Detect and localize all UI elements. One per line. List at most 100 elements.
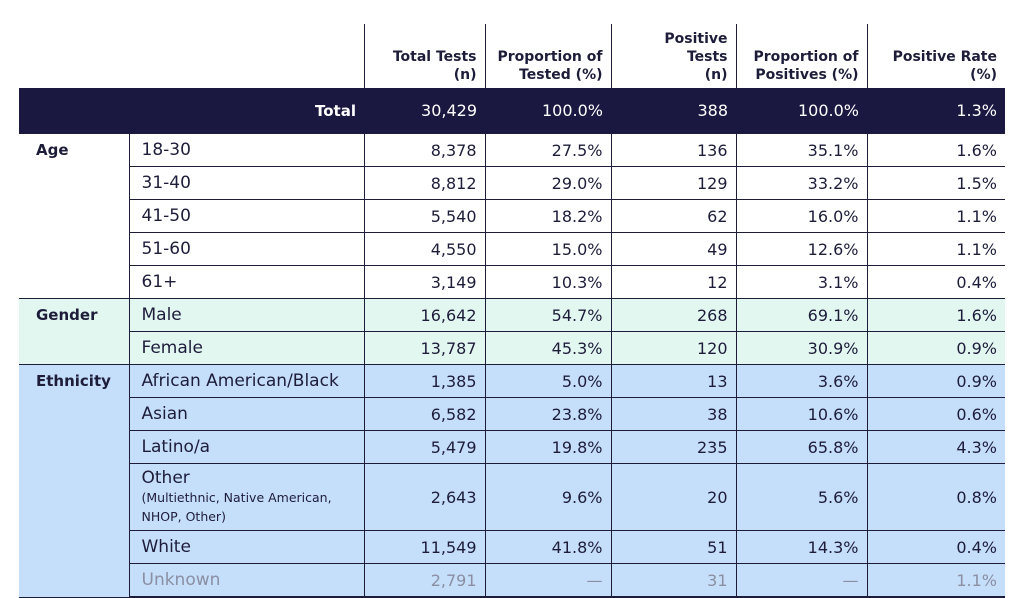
- table-cell: 1.1%: [866, 199, 1005, 233]
- table-cell: 10.6%: [735, 397, 867, 431]
- table-row: 41-50 5,540 18.2% 62 16.0% 1.1%: [19, 199, 1005, 233]
- table-cell: 20: [610, 463, 736, 531]
- group-label: Age: [19, 133, 129, 299]
- table-cell: 62: [610, 199, 736, 233]
- table-cell: 35.1%: [735, 133, 867, 167]
- table-row: Unknown 2,791—31—1.1%: [19, 563, 1005, 598]
- header-line: (%): [970, 67, 997, 83]
- header-line: Tested (%): [519, 67, 603, 83]
- table-cell: 12.6%: [735, 232, 867, 266]
- table-cell: 9.6%: [484, 463, 611, 531]
- row-label: African American/Black: [128, 364, 364, 398]
- total-cell: 100.0%: [485, 88, 611, 134]
- table-cell: 0.8%: [866, 463, 1005, 531]
- table-cell: 3,149: [363, 265, 485, 299]
- group-label: Gender: [19, 298, 129, 365]
- header-line: Positive Tests: [664, 31, 728, 65]
- table-cell: 65.8%: [735, 430, 867, 464]
- table-cell: 0.4%: [866, 265, 1005, 299]
- row-label: Male: [128, 298, 364, 332]
- table-cell: 27.5%: [484, 133, 611, 167]
- table-cell: 13,787: [363, 331, 485, 365]
- table-cell: 30.9%: [735, 331, 867, 365]
- table-cell: 4.3%: [866, 430, 1005, 464]
- table-cell: 0.9%: [866, 331, 1005, 365]
- table-cell: 6,582: [363, 397, 485, 431]
- total-label: Total: [19, 88, 364, 134]
- table-cell: 11,549: [363, 530, 485, 564]
- table-cell: 15.0%: [484, 232, 611, 266]
- total-row: Total 30,429 100.0% 388 100.0% 1.3%: [19, 88, 1005, 134]
- header-prop-positives: Proportion of Positives (%): [735, 24, 867, 88]
- table-cell: 0.9%: [866, 364, 1005, 398]
- table-cell: 1,385: [363, 364, 485, 398]
- row-label: Asian: [128, 397, 364, 431]
- table-row: White 11,549 41.8% 51 14.3% 0.4%: [19, 530, 1005, 564]
- table-row: 61+ 3,149 10.3% 12 3.1% 0.4%: [19, 265, 1005, 299]
- total-cell: 1.3%: [867, 88, 1005, 134]
- row-label: Female: [128, 331, 364, 365]
- table-row: Age 18-30 8,378 27.5% 136 35.1% 1.6%: [19, 133, 1005, 299]
- table-cell: 1.1%: [866, 563, 1005, 598]
- table-cell: 5.6%: [735, 463, 867, 531]
- total-cell: 30,429: [364, 88, 485, 134]
- table-cell: 8,378: [363, 133, 485, 167]
- header-total-tests: Total Tests (n): [363, 24, 485, 88]
- table-cell: 19.8%: [484, 430, 611, 464]
- header-positive-rate: Positive Rate (%): [866, 24, 1005, 88]
- table-cell: 2,643: [363, 463, 485, 531]
- table-row: 31-40 8,812 29.0% 129 33.2% 1.5%: [19, 166, 1005, 200]
- row-label: 51-60: [128, 232, 364, 266]
- table-cell: 16.0%: [735, 199, 867, 233]
- table-cell: 2,791: [363, 563, 485, 598]
- table-cell: 29.0%: [484, 166, 611, 200]
- table-cell: 4,550: [363, 232, 485, 266]
- header-prop-tested: Proportion of Tested (%): [484, 24, 611, 88]
- header-positive-tests: Positive Tests (n): [610, 24, 736, 88]
- header-line: Positives (%): [755, 67, 859, 83]
- table-row: Latino/a 5,479 19.8% 235 65.8% 4.3%: [19, 430, 1005, 464]
- table-row: Gender Male 16,642 54.7% 268 69.1% 1.6%: [19, 298, 1005, 365]
- table-row: Other (Multiethnic, Native American, NHOP,…: [19, 463, 1005, 531]
- table-row: 51-60 4,550 15.0% 49 12.6% 1.1%: [19, 232, 1005, 266]
- table-cell: 1.6%: [866, 133, 1005, 167]
- data-table: Total Tests (n) Proportion of Tested (%) P…: [19, 24, 1005, 598]
- table-cell: 49: [610, 232, 736, 266]
- row-label: Unknown: [128, 563, 364, 598]
- row-label-main: Other: [141, 468, 190, 488]
- header-line: (n): [704, 67, 728, 83]
- table-cell: 12: [610, 265, 736, 299]
- header-row: Total Tests (n) Proportion of Tested (%) P…: [19, 24, 1005, 88]
- table-cell: 33.2%: [735, 166, 867, 200]
- row-label: Other (Multiethnic, Native American, NHOP,…: [128, 463, 364, 531]
- header-line: Total Tests: [392, 49, 477, 65]
- total-cell: 388: [611, 88, 736, 134]
- total-cell: 100.0%: [736, 88, 867, 134]
- table-cell: 3.1%: [735, 265, 867, 299]
- table-cell: 5.0%: [484, 364, 611, 398]
- table-cell: 0.6%: [866, 397, 1005, 431]
- table-row: Female 13,787 45.3% 120 30.9% 0.9%: [19, 331, 1005, 365]
- table-cell: 18.2%: [484, 199, 611, 233]
- row-label: 61+: [128, 265, 364, 299]
- row-label: 18-30: [128, 133, 364, 167]
- table-cell: 38: [610, 397, 736, 431]
- group-label: Ethnicity: [19, 364, 129, 598]
- header-line: Proportion of: [753, 49, 859, 65]
- table-cell: 41.8%: [484, 530, 611, 564]
- header-line: Positive Rate: [892, 49, 997, 65]
- table-cell: 31: [610, 563, 736, 598]
- table-cell: 10.3%: [484, 265, 611, 299]
- blank-header: [129, 24, 364, 88]
- row-label-note: NHOP, Other): [141, 509, 226, 524]
- header-line: Proportion of: [497, 49, 603, 65]
- row-label: 31-40: [128, 166, 364, 200]
- table-cell: 136: [610, 133, 736, 167]
- table-row: Asian 6,582 23.8% 38 10.6% 0.6%: [19, 397, 1005, 431]
- row-label: White: [128, 530, 364, 564]
- table-cell: 1.1%: [866, 232, 1005, 266]
- row-label-note: (Multiethnic, Native American,: [141, 490, 332, 505]
- table-cell: 45.3%: [484, 331, 611, 365]
- header-line: (n): [453, 67, 477, 83]
- table-cell: 23.8%: [484, 397, 611, 431]
